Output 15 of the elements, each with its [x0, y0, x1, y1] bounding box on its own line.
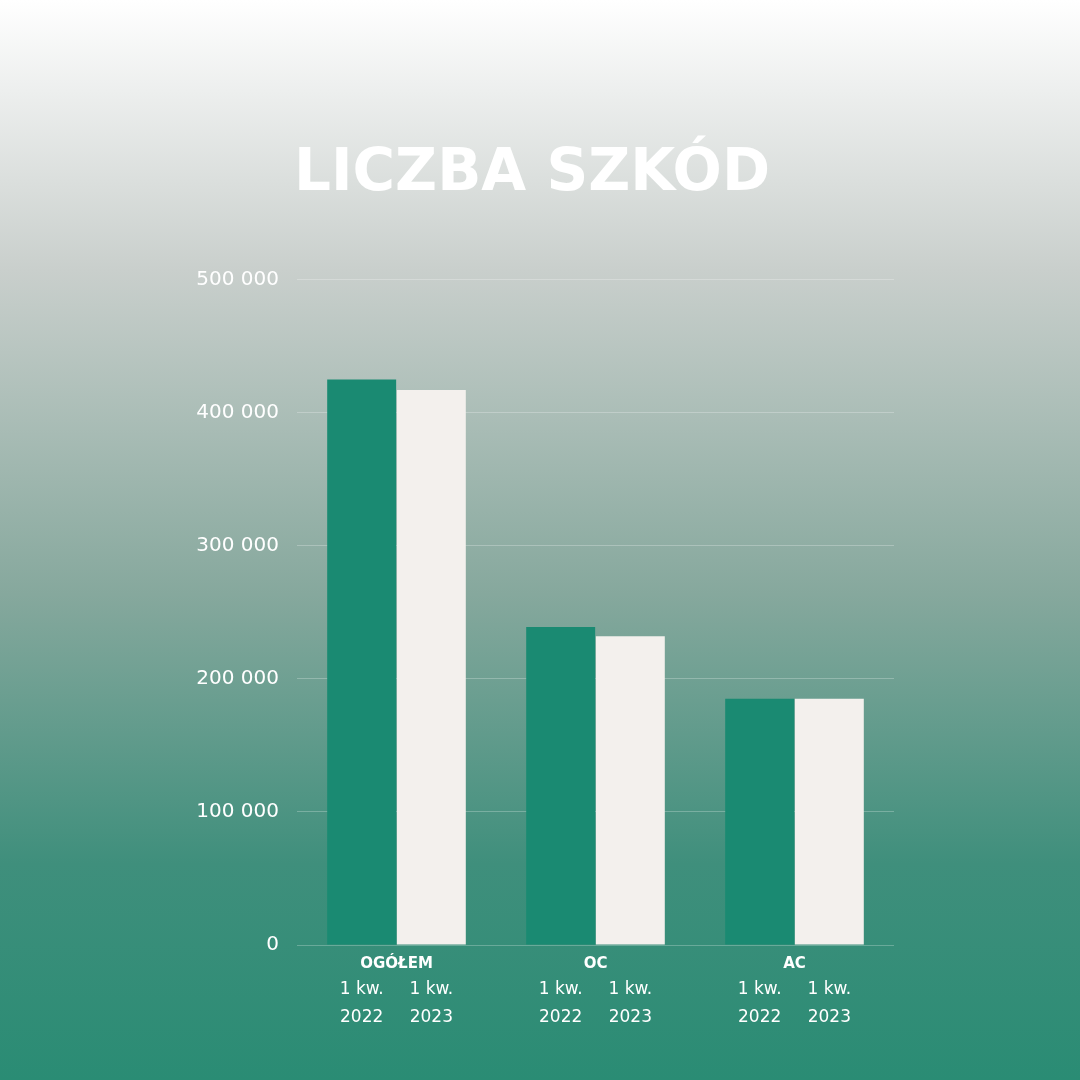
y-tick-label: 100 000: [196, 798, 279, 823]
series-label: 1 kw. 2023: [409, 977, 454, 1026]
y-tick-label: 400 000: [196, 398, 279, 423]
text: 1 kw. 2022: [538, 977, 583, 1026]
text: 1 kw. 2023: [608, 977, 653, 1026]
series-label: 1 kw. 2022: [339, 977, 384, 1026]
x-tick-label: OC: [583, 953, 608, 972]
y-tick-label: 500 000: [196, 265, 279, 290]
text: 1 kw. 2023: [807, 977, 852, 1026]
y-tick-label: 300 000: [196, 531, 279, 556]
y-tick-label: 200 000: [196, 665, 279, 690]
x-tick-label: OGÓŁEM: [360, 952, 433, 972]
x-tick-label: AC: [783, 953, 806, 972]
y-tick-label: 0: [266, 931, 279, 956]
text: 1 kw. 2022: [737, 977, 782, 1026]
